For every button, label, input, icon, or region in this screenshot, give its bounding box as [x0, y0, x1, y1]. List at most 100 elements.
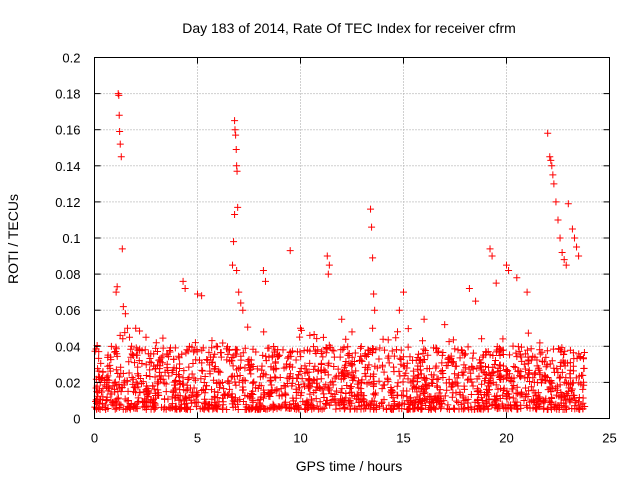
data-point	[325, 386, 333, 394]
data-point	[418, 405, 426, 413]
data-point	[172, 394, 180, 402]
data-point	[170, 378, 178, 386]
data-point	[282, 363, 290, 371]
data-point	[540, 405, 548, 413]
data-point	[115, 111, 123, 119]
data-point	[117, 388, 125, 396]
data-point	[527, 383, 535, 391]
data-point	[217, 353, 225, 361]
data-point	[107, 397, 115, 405]
data-point	[357, 389, 365, 397]
data-point	[505, 390, 513, 398]
data-point	[203, 355, 211, 363]
data-point	[483, 385, 491, 393]
data-point	[227, 373, 235, 381]
data-point	[298, 389, 306, 397]
data-point	[119, 303, 127, 311]
data-point	[469, 349, 477, 357]
data-point	[371, 391, 379, 399]
data-point	[141, 346, 149, 354]
data-point	[338, 385, 346, 393]
data-point	[572, 374, 580, 382]
data-point	[384, 377, 392, 385]
data-point	[114, 394, 122, 402]
data-point	[170, 364, 178, 372]
data-point	[134, 370, 142, 378]
data-point	[547, 378, 555, 386]
data-point	[361, 370, 369, 378]
data-point	[310, 331, 318, 339]
data-point	[508, 378, 516, 386]
data-point	[346, 385, 354, 393]
data-point	[286, 247, 294, 255]
data-point	[105, 376, 113, 384]
data-point	[249, 391, 257, 399]
data-point	[208, 359, 216, 367]
data-point	[244, 323, 252, 331]
data-point	[469, 354, 477, 362]
data-point	[320, 390, 328, 398]
data-point	[303, 346, 311, 354]
grid-lines	[94, 57, 610, 419]
data-point	[384, 336, 392, 344]
data-point	[482, 348, 490, 356]
axes: 0 5 10 15 20 25 0 0.02 0.04 0.06 0.08 0.1 0.12 0.14 0.…	[55, 51, 617, 446]
data-point	[378, 398, 386, 406]
data-point	[178, 350, 186, 358]
data-point	[467, 390, 475, 398]
data-point	[438, 351, 446, 359]
plot-frame	[94, 57, 610, 419]
data-point	[216, 383, 224, 391]
data-point	[170, 355, 178, 363]
data-point	[353, 380, 361, 388]
data-point	[271, 346, 279, 354]
data-point	[450, 404, 458, 412]
data-point	[341, 396, 349, 404]
data-point	[163, 364, 171, 372]
data-point	[194, 290, 201, 298]
data-point	[116, 331, 124, 339]
data-point	[450, 358, 458, 366]
data-point	[408, 385, 416, 393]
data-point	[191, 346, 199, 354]
data-point	[179, 277, 187, 285]
data-point	[414, 365, 422, 373]
data-point	[229, 362, 237, 370]
data-point	[422, 374, 430, 382]
data-point	[128, 342, 136, 350]
data-point	[506, 351, 514, 359]
data-point	[104, 372, 112, 380]
data-point	[478, 394, 486, 402]
data-point	[306, 390, 314, 398]
data-point	[557, 348, 565, 356]
data-point	[523, 346, 531, 354]
data-point	[322, 381, 330, 389]
data-point	[571, 405, 579, 413]
data-point	[172, 370, 180, 378]
data-point	[394, 379, 402, 387]
data-point	[486, 351, 494, 359]
data-point	[555, 405, 563, 413]
data-point	[275, 392, 283, 400]
data-point	[303, 405, 311, 413]
data-point	[261, 277, 269, 285]
data-point	[293, 374, 301, 382]
data-point	[422, 401, 430, 409]
data-point	[104, 387, 112, 395]
data-point	[183, 346, 191, 354]
data-point	[201, 373, 209, 381]
data-point	[127, 345, 135, 353]
data-point	[473, 387, 481, 395]
data-point	[176, 379, 184, 387]
data-point	[252, 384, 260, 392]
data-point	[194, 390, 202, 398]
data-point	[404, 325, 412, 333]
data-point	[439, 367, 447, 375]
data-point	[312, 349, 320, 357]
data-point	[509, 342, 517, 350]
data-point	[564, 379, 572, 387]
data-point	[557, 389, 565, 397]
data-point	[494, 385, 502, 393]
data-point	[342, 357, 350, 365]
data-point	[481, 363, 489, 371]
